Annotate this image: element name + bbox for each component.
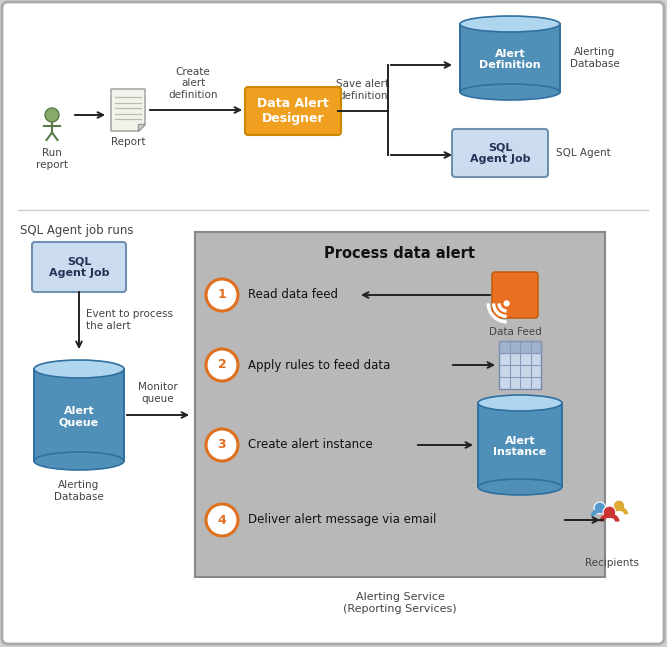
Bar — [478, 403, 562, 487]
Text: Process data alert: Process data alert — [325, 245, 476, 261]
Text: Create alert instance: Create alert instance — [248, 439, 373, 452]
Text: SQL Agent: SQL Agent — [556, 148, 611, 158]
Text: Read data feed: Read data feed — [248, 289, 338, 302]
Text: Alert
Definition: Alert Definition — [479, 49, 541, 71]
Text: Alert
Instance: Alert Instance — [494, 436, 547, 457]
Text: Report: Report — [111, 137, 145, 147]
FancyBboxPatch shape — [32, 242, 126, 292]
Ellipse shape — [34, 452, 124, 470]
Circle shape — [206, 349, 238, 381]
Polygon shape — [499, 341, 541, 353]
Text: Alert
Queue: Alert Queue — [59, 406, 99, 428]
Ellipse shape — [460, 16, 560, 32]
Ellipse shape — [478, 395, 562, 411]
Text: SQL
Agent Job: SQL Agent Job — [49, 256, 109, 278]
Text: Deliver alert message via email: Deliver alert message via email — [248, 514, 436, 527]
Text: Apply rules to feed data: Apply rules to feed data — [248, 358, 390, 371]
Text: Create
alert
definition: Create alert definition — [168, 67, 217, 100]
Text: Recipients: Recipients — [585, 558, 639, 568]
Text: SQL Agent job runs: SQL Agent job runs — [20, 224, 133, 237]
Bar — [34, 369, 124, 461]
Polygon shape — [137, 124, 145, 131]
Text: Data Feed: Data Feed — [489, 327, 542, 337]
Circle shape — [206, 279, 238, 311]
Text: 3: 3 — [217, 439, 226, 452]
Circle shape — [206, 429, 238, 461]
Text: 1: 1 — [217, 289, 226, 302]
FancyBboxPatch shape — [245, 87, 341, 135]
Text: Data Alert
Designer: Data Alert Designer — [257, 97, 329, 125]
Circle shape — [594, 502, 606, 514]
Polygon shape — [499, 341, 541, 389]
Text: Monitor
queue: Monitor queue — [138, 382, 178, 404]
Bar — [460, 24, 560, 92]
Circle shape — [603, 506, 616, 519]
FancyBboxPatch shape — [195, 232, 605, 577]
Circle shape — [45, 108, 59, 122]
Circle shape — [504, 301, 509, 306]
Circle shape — [613, 500, 625, 512]
Polygon shape — [111, 89, 145, 131]
Circle shape — [206, 504, 238, 536]
Text: Run
report: Run report — [36, 148, 68, 170]
Text: 2: 2 — [217, 358, 226, 371]
Ellipse shape — [478, 479, 562, 495]
Text: Alerting
Database: Alerting Database — [54, 480, 104, 501]
Text: Event to process
the alert: Event to process the alert — [86, 309, 173, 331]
FancyBboxPatch shape — [452, 129, 548, 177]
Text: SQL
Agent Job: SQL Agent Job — [470, 142, 530, 164]
Text: Alerting
Database: Alerting Database — [570, 47, 620, 69]
Text: Alerting Service
(Reporting Services): Alerting Service (Reporting Services) — [344, 592, 457, 613]
Text: Save alert
definition: Save alert definition — [336, 80, 390, 101]
Text: 4: 4 — [217, 514, 226, 527]
Ellipse shape — [460, 84, 560, 100]
Ellipse shape — [34, 360, 124, 378]
Text: Alert Data: Alert Data — [494, 397, 546, 407]
FancyBboxPatch shape — [492, 272, 538, 318]
